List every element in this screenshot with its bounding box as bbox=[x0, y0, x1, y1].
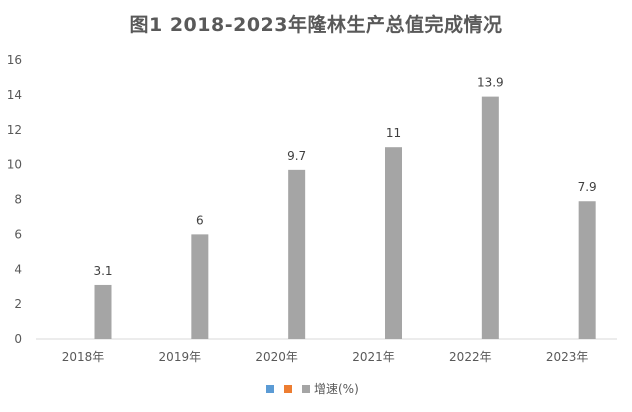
chart-title: 图1 2018-2023年隆林生产总值完成情况 bbox=[129, 14, 503, 36]
y-tick-label: 16 bbox=[7, 53, 22, 67]
y-tick-label: 8 bbox=[14, 193, 22, 207]
data-label: 13.9 bbox=[477, 76, 504, 90]
bar bbox=[385, 147, 402, 339]
data-label: 6 bbox=[196, 213, 204, 227]
x-tick-label: 2019年 bbox=[159, 350, 202, 364]
y-tick-label: 4 bbox=[14, 262, 22, 276]
legend-swatch bbox=[302, 385, 310, 393]
legend-swatch bbox=[284, 385, 292, 393]
y-tick-label: 6 bbox=[14, 227, 22, 241]
x-tick-label: 2020年 bbox=[255, 350, 298, 364]
bar bbox=[288, 169, 306, 339]
data-label: 11 bbox=[386, 126, 401, 140]
y-tick-label: 2 bbox=[14, 297, 22, 311]
data-label: 9.7 bbox=[287, 149, 306, 163]
x-tick-label: 2023年 bbox=[546, 350, 589, 364]
bar bbox=[191, 234, 209, 339]
bar bbox=[481, 96, 499, 340]
x-tick-label: 2022年 bbox=[449, 350, 492, 364]
y-tick-label: 0 bbox=[14, 332, 22, 346]
y-tick-label: 10 bbox=[7, 158, 22, 172]
x-tick-label: 2018年 bbox=[62, 350, 105, 364]
bar bbox=[578, 201, 596, 339]
data-label: 3.1 bbox=[93, 264, 112, 278]
data-label: 7.9 bbox=[578, 180, 597, 194]
y-tick-label: 12 bbox=[7, 123, 22, 137]
legend-swatch bbox=[266, 385, 274, 393]
y-tick-label: 14 bbox=[7, 88, 22, 102]
legend-label: 增速(%) bbox=[314, 382, 359, 396]
x-tick-label: 2021年 bbox=[352, 350, 395, 364]
bar bbox=[94, 284, 112, 339]
